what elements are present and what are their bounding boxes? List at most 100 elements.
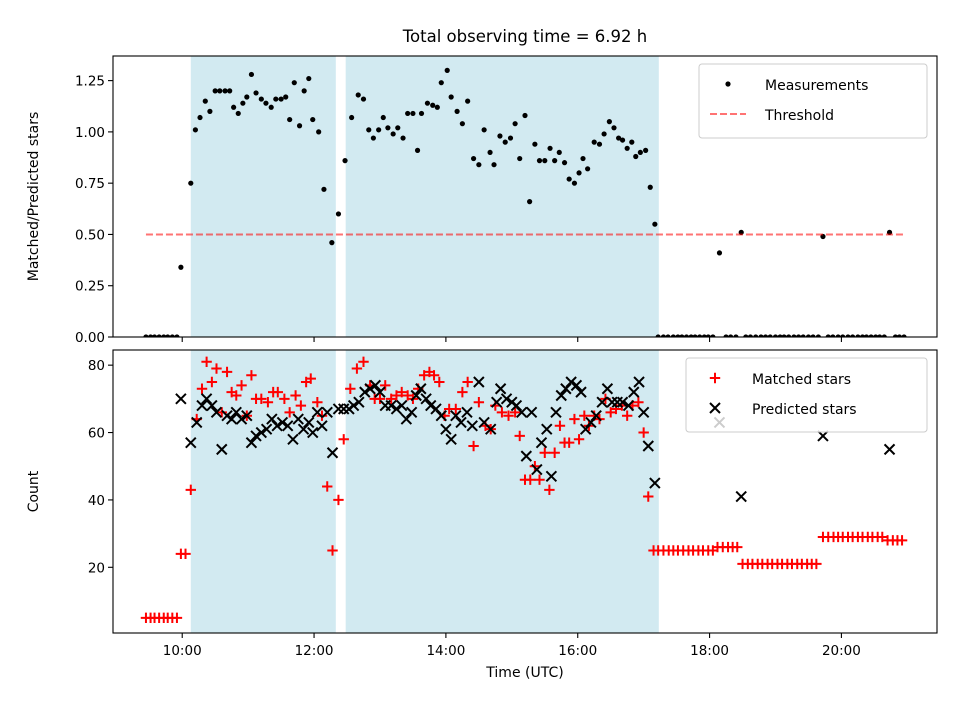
predicted-star-point bbox=[575, 386, 587, 398]
measurement-point bbox=[591, 139, 597, 145]
measurement-point bbox=[491, 162, 497, 168]
measurement-point bbox=[601, 131, 607, 137]
measurement-point bbox=[647, 184, 653, 190]
matched-star-point bbox=[211, 363, 222, 374]
measurement-point bbox=[366, 127, 372, 133]
measurement-point bbox=[840, 334, 846, 337]
predicted-star-point bbox=[435, 409, 447, 422]
measurement-point bbox=[753, 334, 759, 337]
measurement-point bbox=[763, 334, 769, 337]
measurement-point bbox=[291, 80, 297, 86]
measurement-point bbox=[207, 108, 213, 114]
measurement-point bbox=[781, 334, 787, 337]
predicted-star-point bbox=[642, 440, 654, 452]
legend-label: Measurements bbox=[765, 78, 868, 94]
measurement-point bbox=[855, 334, 861, 337]
predicted-star-point bbox=[200, 393, 213, 405]
predicted-star-point bbox=[347, 399, 360, 412]
measurement-point bbox=[733, 334, 739, 337]
y-tick-label: 0.25 bbox=[75, 279, 105, 295]
matched-star-point bbox=[554, 420, 566, 432]
measurement-point bbox=[629, 139, 635, 145]
predicted-star-point bbox=[616, 396, 629, 408]
measurement-point bbox=[244, 94, 250, 100]
predicted-star-point bbox=[520, 450, 533, 462]
measurement-point bbox=[777, 334, 783, 337]
matched-star-point bbox=[643, 491, 654, 502]
matched-star-point bbox=[231, 390, 242, 401]
y-tick-label: 1.00 bbox=[75, 125, 105, 141]
legend-box bbox=[685, 357, 928, 433]
matched-star-point bbox=[295, 400, 307, 411]
measurement-point bbox=[791, 334, 797, 337]
measurement-point bbox=[385, 125, 391, 131]
measurement-point bbox=[723, 334, 729, 337]
bottom-axes-frame bbox=[112, 349, 938, 634]
matched-star-point bbox=[877, 531, 888, 543]
measurement-point bbox=[835, 334, 841, 337]
predicted-star-point bbox=[601, 383, 614, 395]
matched-star-point bbox=[633, 397, 644, 408]
predicted-star-point bbox=[565, 376, 577, 388]
predicted-star-point bbox=[276, 416, 289, 429]
predicted-star-point bbox=[311, 406, 324, 419]
measurement-point bbox=[716, 250, 723, 256]
measurement-point bbox=[165, 334, 171, 337]
matched-star-point bbox=[605, 407, 616, 418]
measurement-point bbox=[522, 112, 528, 119]
measurement-point bbox=[697, 334, 703, 337]
predicted-star-point bbox=[637, 406, 650, 419]
matched-star-point bbox=[638, 427, 649, 438]
measurement-point bbox=[747, 334, 754, 337]
legend-label: Matched stars bbox=[752, 372, 851, 388]
measurement-point bbox=[178, 264, 184, 270]
matched-star-point bbox=[327, 545, 338, 556]
measurement-point bbox=[624, 145, 630, 151]
measurement-point bbox=[670, 334, 676, 337]
top-plot-area bbox=[143, 56, 907, 337]
matched-star-point bbox=[385, 393, 397, 405]
matched-star-point bbox=[434, 376, 445, 388]
predicted-star-point bbox=[316, 420, 328, 432]
predicted-star-point bbox=[525, 406, 538, 419]
measurement-point bbox=[465, 98, 471, 104]
measurement-point bbox=[161, 334, 167, 337]
predicted-star-point bbox=[321, 406, 333, 419]
y-tick-label: 1.25 bbox=[75, 74, 105, 90]
matched-star-point bbox=[396, 386, 407, 398]
matched-star-point bbox=[732, 541, 743, 553]
measurement-point bbox=[688, 334, 694, 337]
measurement-point bbox=[414, 147, 421, 153]
predicted-star-point bbox=[385, 399, 397, 412]
x-tick-label: 10:00 bbox=[163, 643, 202, 659]
matched-star-point bbox=[380, 380, 391, 391]
measurement-point bbox=[561, 160, 568, 166]
predicted-star-point bbox=[628, 386, 640, 398]
measurement-point bbox=[470, 155, 477, 162]
predicted-star-point bbox=[560, 383, 572, 395]
legend-marker bbox=[709, 372, 721, 384]
measurement-point bbox=[576, 170, 582, 176]
predicted-star-point bbox=[287, 433, 299, 445]
legend-marker bbox=[709, 402, 721, 414]
predicted-star-point bbox=[196, 399, 208, 412]
predicted-star-point bbox=[326, 447, 339, 459]
predicted-star-point bbox=[185, 436, 197, 449]
measurement-point bbox=[235, 110, 241, 117]
predicted-star-point bbox=[260, 423, 273, 435]
measurement-point bbox=[321, 186, 327, 192]
matched-star-point bbox=[457, 386, 468, 398]
measurement-point bbox=[329, 240, 335, 246]
measurement-point bbox=[283, 94, 289, 100]
measurement-point bbox=[400, 135, 406, 141]
predicted-star-point bbox=[490, 396, 503, 408]
predicted-star-point bbox=[225, 413, 238, 425]
measurement-point bbox=[758, 334, 764, 337]
x-tick-label: 14:00 bbox=[426, 643, 465, 659]
measurement-point bbox=[596, 141, 603, 147]
measurement-point bbox=[370, 135, 376, 141]
measurement-point bbox=[507, 135, 514, 141]
x-axis-label: Time (UTC) bbox=[485, 665, 563, 681]
predicted-star-point bbox=[390, 403, 403, 415]
